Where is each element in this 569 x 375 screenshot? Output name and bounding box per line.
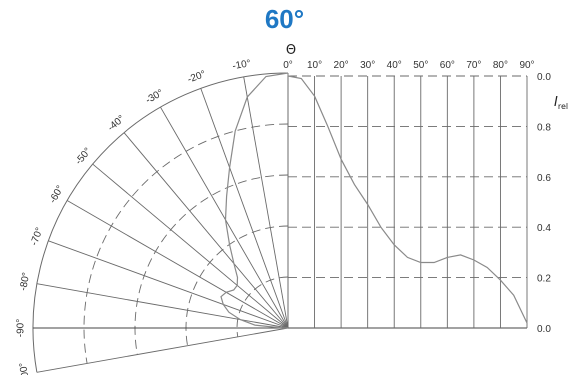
theta-symbol: Θ (286, 43, 296, 58)
rect-grid (287, 75, 528, 328)
labels: -10° -20° -30° -40° -50° -60° -70° -80° -90° -100… (16, 43, 568, 375)
polar-radial-line (200, 88, 289, 329)
top-angle-tick-label: 10° (307, 60, 322, 71)
polar-tick-label: -90° (16, 319, 27, 337)
top-angle-tick-label: 40° (387, 60, 402, 71)
right-axis-tick-label: 0.0 (537, 324, 551, 335)
curves (220, 72, 528, 329)
polar-radial-line (48, 240, 289, 329)
right-axis-tick-label: 0.6 (537, 173, 551, 184)
polar-radial-line (92, 163, 289, 329)
polar-radial-line (243, 76, 289, 329)
polar-radial-line (66, 200, 289, 329)
polar-grid (32, 72, 527, 373)
top-angle-tick-label: 90° (519, 60, 534, 71)
polar-radial-line (123, 132, 289, 329)
right-axis-tick-label: 0.8 (537, 122, 551, 133)
y-axis-label-sub: rel (558, 102, 568, 111)
polar-radial-line (36, 327, 289, 373)
right-axis-tick-label: 0.4 (537, 223, 551, 234)
top-angle-tick-label: 70° (466, 60, 481, 71)
right-axis-tick-label: 0.0 (537, 72, 551, 83)
chart-title: 60° (264, 4, 305, 34)
polar-tick-label: -40° (106, 113, 127, 133)
top-angle-tick-label: 50° (413, 60, 428, 71)
right-axis-tick-label: 0.2 (537, 274, 551, 285)
polar-tick-label: -20° (186, 69, 207, 86)
polar-tick-label: -80° (18, 272, 32, 292)
top-angle-tick-label: 30° (360, 60, 375, 71)
y-axis-label-main: I (554, 95, 558, 110)
polar-radial-line (36, 283, 289, 329)
series-cartesian-curve (287, 75, 528, 324)
polar-tick-label: -50° (73, 146, 93, 167)
polar-tick-label: -30° (144, 88, 165, 107)
top-angle-tick-label: 0° (283, 60, 293, 71)
top-angle-tick-label: 20° (334, 60, 349, 71)
series-polar-curve (220, 72, 289, 329)
top-angle-tick-label: 60° (440, 60, 455, 71)
polar-tick-label: -70° (29, 226, 46, 247)
polar-tick-label: -100° (18, 362, 33, 375)
top-angle-tick-label: 80° (493, 60, 508, 71)
y-axis-label: Irel (554, 95, 568, 111)
polar-tick-label: -10° (232, 58, 252, 72)
polar-radial-line (160, 106, 289, 329)
polar-tick-label: -60° (48, 184, 67, 205)
